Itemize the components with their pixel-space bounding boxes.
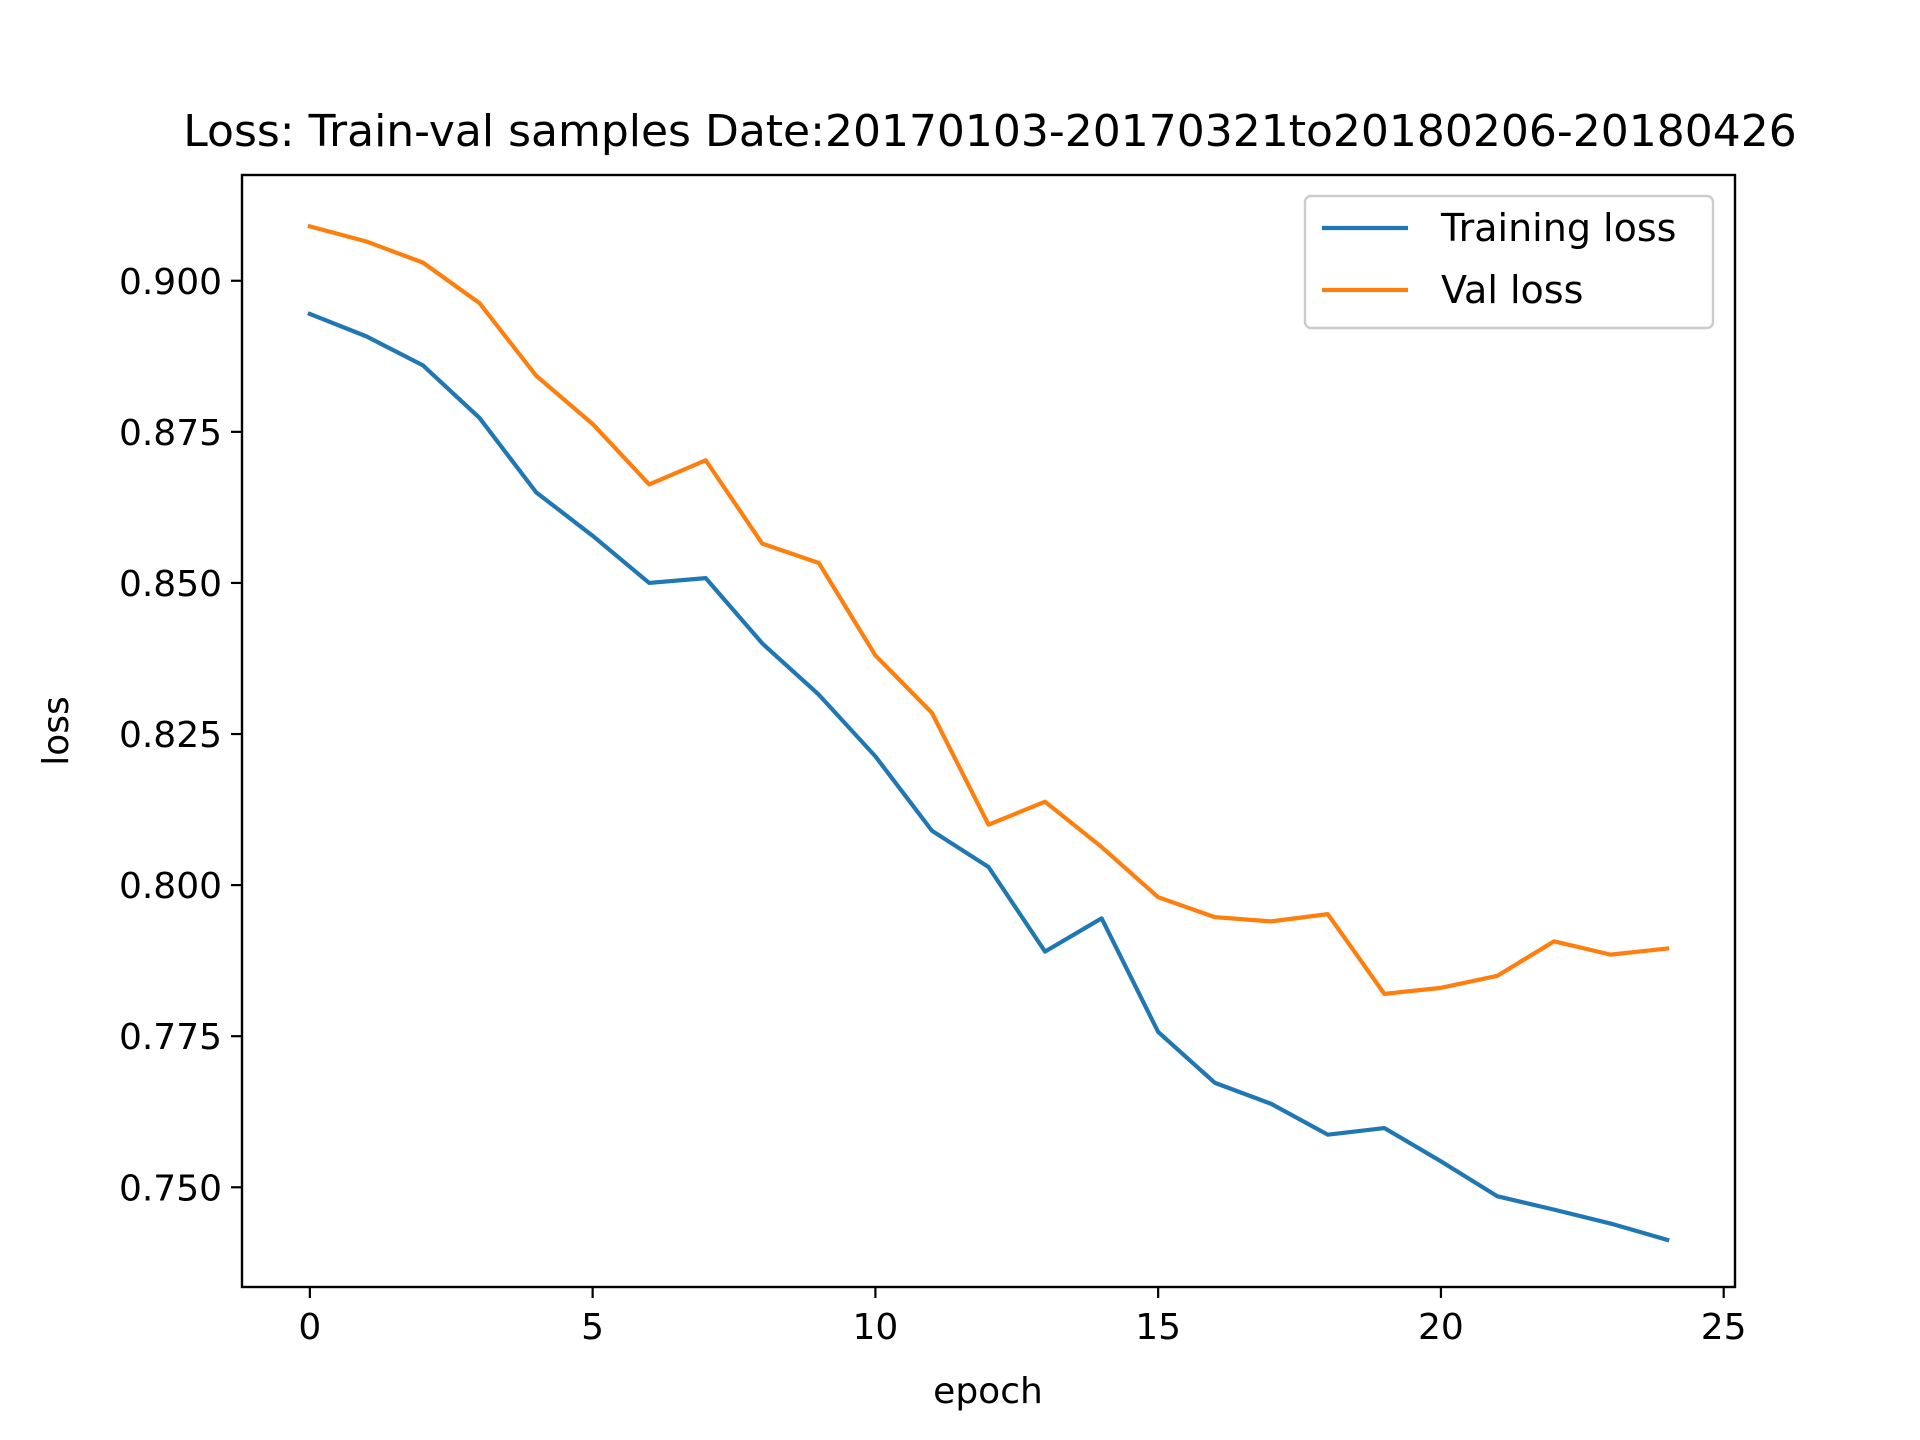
y-axis-label: loss (36, 696, 77, 766)
chart-title: Loss: Train-val samples Date:20170103-20… (183, 106, 1796, 157)
legend-label-val-loss: Val loss (1441, 268, 1583, 312)
legend-label-training-loss: Training loss (1440, 206, 1676, 250)
y-tick-label: 0.900 (119, 262, 222, 303)
y-tick-label: 0.775 (119, 1017, 222, 1058)
x-axis-label: epoch (933, 1371, 1043, 1412)
y-tick-label: 0.750 (119, 1168, 222, 1209)
plot-area-frame (240, 173, 1737, 1289)
legend: Training loss Val loss (1303, 194, 1715, 330)
x-tick-label: 15 (1135, 1307, 1181, 1348)
x-tick-label: 0 (298, 1307, 321, 1348)
y-tick-label: 0.800 (119, 866, 222, 907)
x-tick-label: 20 (1418, 1307, 1464, 1348)
y-tick-label: 0.850 (119, 564, 222, 605)
series-line-training-loss (307, 311, 1670, 1243)
x-tick-label: 10 (852, 1307, 898, 1348)
y-axis-ticks: 0.750 0.775 0.800 0.825 0.850 0.875 0.900 (119, 262, 242, 1209)
series-layer (307, 223, 1670, 1243)
y-tick-label: 0.875 (119, 413, 222, 454)
x-axis-ticks: 0 5 10 15 20 25 (298, 1287, 1747, 1348)
x-tick-label: 25 (1701, 1307, 1747, 1348)
series-line-val-loss (307, 223, 1670, 996)
y-tick-label: 0.825 (119, 715, 222, 756)
x-tick-label: 5 (581, 1307, 604, 1348)
